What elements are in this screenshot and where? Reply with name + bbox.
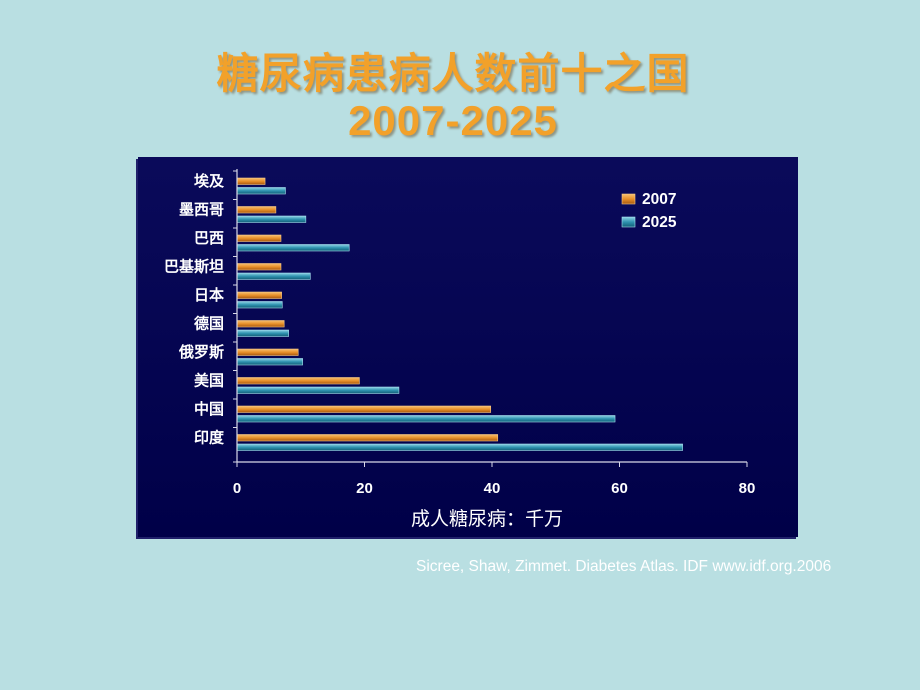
category-label: 巴基斯坦 <box>164 258 224 276</box>
bar-2025-7 <box>236 358 303 366</box>
category-label: 埃及 <box>194 172 225 190</box>
x-tick-label: 80 <box>739 480 756 497</box>
bar-2007-3 <box>236 234 282 242</box>
x-tick-label: 40 <box>484 480 501 497</box>
legend-swatch-2025 <box>621 216 636 228</box>
bar-2025-5 <box>236 301 283 309</box>
category-label: 中国 <box>194 400 224 418</box>
bar-2007-4 <box>236 263 282 271</box>
chart-subtitle: 2007-2025 <box>348 97 558 144</box>
legend-label-2025: 2025 <box>642 214 677 231</box>
bar-2025-1 <box>236 187 286 195</box>
bar-2007-5 <box>236 291 282 299</box>
bar-2025-10 <box>236 443 683 451</box>
legend-label-2007: 2007 <box>642 191 676 208</box>
bar-2007-6 <box>236 320 285 328</box>
chart-title: 糖尿病患病人数前十之国 <box>216 49 690 98</box>
bar-2025-6 <box>236 329 289 337</box>
category-label: 日本 <box>194 286 224 304</box>
legend-swatch-2007 <box>621 193 636 205</box>
bar-2007-7 <box>236 348 299 356</box>
x-tick-label: 0 <box>233 480 241 497</box>
category-label: 美国 <box>194 372 224 390</box>
category-label: 巴西 <box>194 229 224 247</box>
category-label: 德国 <box>194 315 224 333</box>
bar-2025-3 <box>236 244 350 252</box>
x-tick-label: 60 <box>611 480 628 497</box>
bar-2007-9 <box>236 405 492 413</box>
x-axis-title: 成人糖尿病：千万 <box>411 508 563 530</box>
category-label: 俄罗斯 <box>178 343 224 361</box>
bar-2025-2 <box>236 215 307 223</box>
bar-2007-2 <box>236 206 277 214</box>
category-label: 印度 <box>194 429 225 447</box>
bar-2007-1 <box>236 177 266 185</box>
bar-2025-4 <box>236 272 311 280</box>
bar-2007-10 <box>236 434 499 442</box>
bar-2025-9 <box>236 415 616 423</box>
bar-2007-8 <box>236 377 360 385</box>
bar-2025-8 <box>236 386 400 394</box>
source-citation: Sicree, Shaw, Zimmet. Diabetes Atlas. ID… <box>416 558 832 575</box>
chart-panel: 埃及墨西哥巴西巴基斯坦日本德国俄罗斯美国中国印度 0 20 40 60 80 2007 20… <box>138 157 798 537</box>
category-label: 墨西哥 <box>179 201 224 219</box>
x-tick-label: 20 <box>356 480 373 497</box>
